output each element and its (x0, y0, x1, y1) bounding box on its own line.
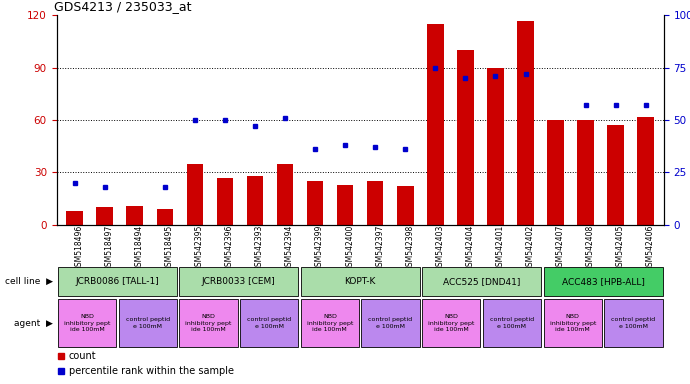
Bar (301, 299, 359, 347)
Text: control peptid
e 100mM: control peptid e 100mM (490, 318, 534, 329)
Text: GSM542408: GSM542408 (586, 225, 595, 271)
Text: GSM542405: GSM542405 (615, 225, 624, 271)
Text: GSM542404: GSM542404 (465, 225, 475, 271)
Text: GSM518494: GSM518494 (135, 225, 144, 271)
Bar (544, 299, 602, 347)
Bar (397, 186, 413, 225)
Bar (422, 267, 541, 296)
Text: GDS4213 / 235033_at: GDS4213 / 235033_at (54, 0, 191, 13)
Text: percentile rank within the sample: percentile rank within the sample (69, 366, 234, 376)
Text: ACC525 [DND41]: ACC525 [DND41] (443, 277, 520, 286)
Bar (126, 205, 143, 225)
Text: control peptid
e 100mM: control peptid e 100mM (611, 318, 656, 329)
Bar (186, 164, 203, 225)
Text: GSM542399: GSM542399 (315, 225, 324, 271)
Bar (457, 50, 473, 225)
Text: count: count (69, 351, 97, 361)
Bar (66, 211, 83, 225)
Bar (607, 125, 624, 225)
Bar (240, 299, 298, 347)
Text: GSM542406: GSM542406 (646, 225, 655, 271)
Bar (179, 299, 237, 347)
Text: GSM542398: GSM542398 (405, 225, 414, 271)
Bar (638, 117, 654, 225)
Text: GSM542393: GSM542393 (255, 225, 264, 271)
Text: GSM542407: GSM542407 (555, 225, 564, 271)
Bar (307, 181, 324, 225)
Text: GSM542401: GSM542401 (495, 225, 504, 271)
Text: NBD
inhibitory pept
ide 100mM: NBD inhibitory pept ide 100mM (306, 314, 353, 332)
Text: agent  ▶: agent ▶ (14, 319, 53, 328)
Bar (362, 299, 420, 347)
Bar (604, 299, 662, 347)
Text: GSM542403: GSM542403 (435, 225, 444, 271)
Bar (58, 267, 177, 296)
Text: control peptid
e 100mM: control peptid e 100mM (368, 318, 413, 329)
Text: GSM542400: GSM542400 (345, 225, 354, 271)
Bar (119, 299, 177, 347)
Bar (483, 299, 541, 347)
Bar (544, 267, 662, 296)
Bar (367, 181, 384, 225)
Text: NBD
inhibitory pept
ide 100mM: NBD inhibitory pept ide 100mM (63, 314, 110, 332)
Text: JCRB0086 [TALL-1]: JCRB0086 [TALL-1] (75, 277, 159, 286)
Bar (547, 120, 564, 225)
Bar (422, 299, 480, 347)
Text: JCRB0033 [CEM]: JCRB0033 [CEM] (202, 277, 275, 286)
Bar (247, 176, 264, 225)
Bar (157, 209, 173, 225)
Text: NBD
inhibitory pept
ide 100mM: NBD inhibitory pept ide 100mM (428, 314, 475, 332)
Bar (97, 207, 113, 225)
Bar (301, 267, 420, 296)
Bar (277, 164, 293, 225)
Text: NBD
inhibitory pept
ide 100mM: NBD inhibitory pept ide 100mM (185, 314, 232, 332)
Text: KOPT-K: KOPT-K (344, 277, 376, 286)
Bar (427, 24, 444, 225)
Text: GSM542402: GSM542402 (526, 225, 535, 271)
Text: GSM518495: GSM518495 (165, 225, 174, 271)
Text: GSM518497: GSM518497 (105, 225, 114, 271)
Text: NBD
inhibitory pept
ide 100mM: NBD inhibitory pept ide 100mM (549, 314, 596, 332)
Text: GSM542395: GSM542395 (195, 225, 204, 271)
Text: ACC483 [HPB-ALL]: ACC483 [HPB-ALL] (562, 277, 644, 286)
Bar (487, 68, 504, 225)
Text: GSM542397: GSM542397 (375, 225, 384, 271)
Bar (179, 267, 298, 296)
Bar (518, 21, 534, 225)
Bar (217, 178, 233, 225)
Bar (337, 185, 353, 225)
Text: control peptid
e 100mM: control peptid e 100mM (126, 318, 170, 329)
Bar (58, 299, 116, 347)
Text: control peptid
e 100mM: control peptid e 100mM (247, 318, 291, 329)
Text: GSM518496: GSM518496 (75, 225, 83, 271)
Text: GSM542396: GSM542396 (225, 225, 234, 271)
Text: GSM542394: GSM542394 (285, 225, 294, 271)
Text: cell line  ▶: cell line ▶ (5, 277, 53, 286)
Bar (578, 120, 594, 225)
